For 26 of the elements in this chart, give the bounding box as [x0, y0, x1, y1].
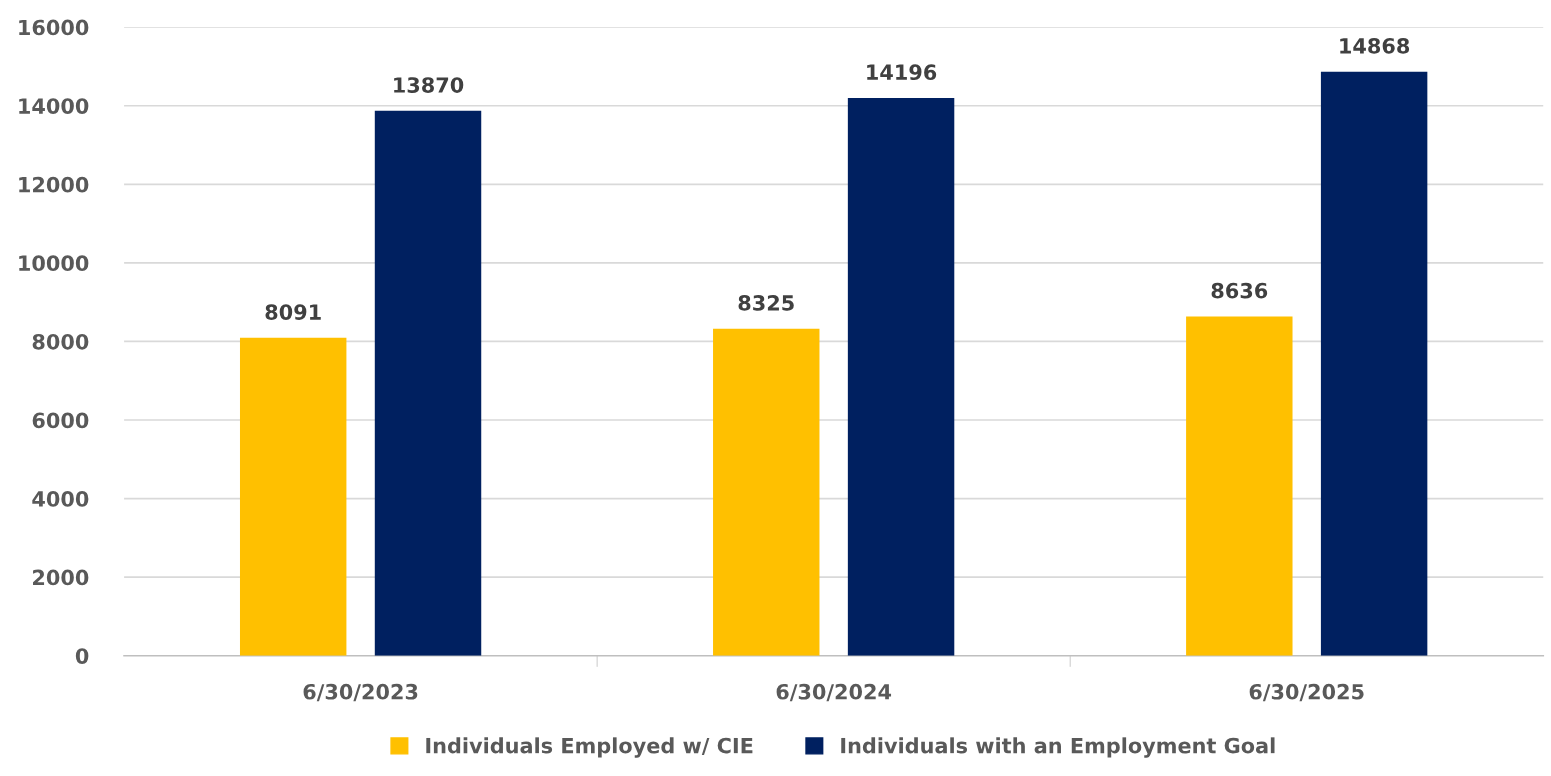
bar: [713, 328, 820, 656]
y-tick-label: 4000: [32, 491, 89, 507]
y-tick-label: 2000: [33, 569, 89, 586]
x-tick-label: 6/30/2025: [1249, 683, 1364, 702]
data-label: 14868: [1340, 37, 1410, 54]
legend-label: Individuals with an Employment Goal: [841, 737, 1275, 758]
y-tick-label: 16000: [19, 19, 89, 36]
y-tick-label: 8000: [32, 333, 89, 350]
bar: [847, 98, 955, 656]
data-label: 8325: [738, 294, 794, 311]
data-label: 8636: [1211, 282, 1268, 299]
bar: [1186, 316, 1293, 656]
y-tick-label: 6000: [32, 412, 89, 429]
data-label: 13870: [394, 77, 464, 93]
x-tick-label: 6/30/2024: [776, 683, 892, 702]
y-tick-label: 14000: [19, 98, 89, 114]
y-tick-label: 12000: [19, 176, 89, 193]
bar: [374, 110, 482, 656]
data-label: 14196: [867, 64, 937, 81]
bar: [1320, 71, 1428, 656]
legend-label: Individuals Employed w/ CIE: [426, 737, 753, 758]
x-tick-label: 6/30/2023: [303, 683, 418, 702]
y-tick-label: 10000: [19, 255, 89, 272]
data-label: 8091: [265, 304, 321, 320]
bar: [239, 337, 347, 656]
y-tick-label: 0: [75, 648, 89, 664]
